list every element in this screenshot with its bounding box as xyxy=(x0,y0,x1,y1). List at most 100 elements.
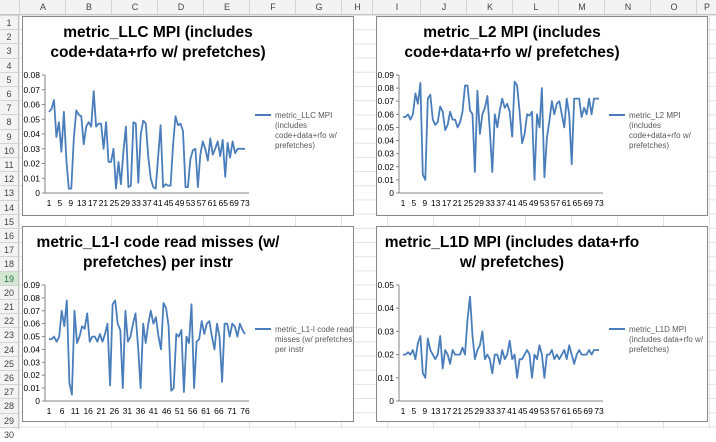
x-tick-label: 11 xyxy=(71,406,80,416)
column-header-i[interactable]: I xyxy=(372,0,421,14)
column-header-c[interactable]: C xyxy=(111,0,158,14)
x-tick-label: 31 xyxy=(123,406,133,416)
row-header-13[interactable]: 13 xyxy=(0,185,18,200)
row-header-2[interactable]: 2 xyxy=(0,29,18,44)
x-tick-label: 37 xyxy=(496,198,506,208)
row-header-16[interactable]: 16 xyxy=(0,228,18,243)
row-header-24[interactable]: 24 xyxy=(0,341,18,357)
x-tick-label: 1 xyxy=(47,406,52,416)
x-tick-label: 5 xyxy=(412,406,417,416)
x-tick-label: 13 xyxy=(431,406,441,416)
row-header-12[interactable]: 12 xyxy=(0,171,18,186)
column-header-e[interactable]: E xyxy=(203,0,250,14)
y-tick-label: 0.01 xyxy=(23,383,40,393)
row-header-4[interactable]: 4 xyxy=(0,57,18,73)
row-header-27[interactable]: 27 xyxy=(0,384,18,399)
column-header-n[interactable]: N xyxy=(604,0,651,14)
x-tick-label: 25 xyxy=(110,198,120,208)
row-header-19[interactable]: 19 xyxy=(0,270,18,286)
x-tick-label: 57 xyxy=(197,198,207,208)
y-tick-label: 0.08 xyxy=(23,293,40,303)
x-tick-label: 33 xyxy=(485,406,495,416)
column-header-l[interactable]: L xyxy=(512,0,559,14)
column-header-f[interactable]: F xyxy=(249,0,296,14)
row-header-5[interactable]: 5 xyxy=(0,71,18,87)
row-header-1[interactable]: 1 xyxy=(0,15,18,30)
row-header-10[interactable]: 10 xyxy=(0,142,18,158)
row-header-22[interactable]: 22 xyxy=(0,313,18,328)
row-header-26[interactable]: 26 xyxy=(0,370,18,385)
x-tick-label: 69 xyxy=(229,198,239,208)
row-header-25[interactable]: 25 xyxy=(0,355,18,371)
y-tick-label: 0.07 xyxy=(23,85,40,95)
row-header-15[interactable]: 15 xyxy=(0,213,18,229)
chart-llc-mpi[interactable]: metric_LLC MPI (includes code+data+rfo w/… xyxy=(22,16,354,216)
y-tick-label: 0.05 xyxy=(23,114,40,124)
column-header-d[interactable]: D xyxy=(157,0,204,14)
column-header-g[interactable]: G xyxy=(295,0,342,14)
row-header-3[interactable]: 3 xyxy=(0,43,18,58)
x-tick-label: 9 xyxy=(422,198,427,208)
x-tick-label: 41 xyxy=(507,198,517,208)
x-tick-label: 29 xyxy=(474,198,484,208)
series-line xyxy=(48,90,245,190)
row-header-28[interactable]: 28 xyxy=(0,398,18,413)
row-header-30[interactable]: 30 xyxy=(0,426,18,442)
column-header-j[interactable]: J xyxy=(420,0,467,14)
x-tick-label: 49 xyxy=(529,198,539,208)
row-header-21[interactable]: 21 xyxy=(0,299,18,314)
y-tick-label: 0.09 xyxy=(377,70,394,80)
x-tick-label: 57 xyxy=(551,406,561,416)
chart-svg: metric_L2 MPI (includes code+data+rfo w/ … xyxy=(377,24,691,208)
y-tick-label: 0.03 xyxy=(23,357,40,367)
row-header-11[interactable]: 11 xyxy=(0,157,18,172)
column-header-h[interactable]: H xyxy=(341,0,373,14)
x-tick-label: 73 xyxy=(594,406,604,416)
y-tick-label: 0.04 xyxy=(377,303,394,313)
column-header-a[interactable]: A xyxy=(19,0,66,14)
row-header-8[interactable]: 8 xyxy=(0,114,18,129)
x-tick-label: 16 xyxy=(83,406,93,416)
x-tick-label: 41 xyxy=(153,198,163,208)
y-tick-label: 0.02 xyxy=(377,350,394,360)
y-tick-label: 0.05 xyxy=(377,280,394,290)
y-tick-label: 0.01 xyxy=(23,173,40,183)
x-tick-label: 53 xyxy=(540,198,550,208)
chart-l2-mpi[interactable]: metric_L2 MPI (includes code+data+rfo w/ … xyxy=(376,16,708,216)
row-header-7[interactable]: 7 xyxy=(0,100,18,115)
chart-svg: metric_L1-I code read misses (w/prefetch… xyxy=(23,234,353,416)
column-header-p[interactable]: P xyxy=(696,0,716,14)
column-header-k[interactable]: K xyxy=(466,0,513,14)
x-tick-label: 29 xyxy=(474,406,484,416)
x-tick-label: 65 xyxy=(572,198,582,208)
row-header-14[interactable]: 14 xyxy=(0,199,18,215)
row-header-29[interactable]: 29 xyxy=(0,412,18,428)
row-header-23[interactable]: 23 xyxy=(0,327,18,342)
x-tick-label: 57 xyxy=(551,198,561,208)
column-header-b[interactable]: B xyxy=(65,0,112,14)
x-tick-label: 71 xyxy=(227,406,237,416)
legend-label: prefetches) xyxy=(275,141,315,150)
row-header-6[interactable]: 6 xyxy=(0,86,18,101)
column-header-m[interactable]: M xyxy=(558,0,605,14)
chart-title-line: metric_L1-I code read misses (w/ xyxy=(37,234,281,251)
x-tick-label: 45 xyxy=(518,198,528,208)
chart-title-line: code+data+rfo w/ prefetches) xyxy=(50,44,265,61)
chart-l1i-code-read-misses[interactable]: metric_L1-I code read misses (w/prefetch… xyxy=(22,226,354,422)
y-tick-label: 0.08 xyxy=(377,83,394,93)
row-header-18[interactable]: 18 xyxy=(0,256,18,271)
legend-label: (includes xyxy=(275,121,307,130)
chart-svg: metric_L1D MPI (includes data+rfo w/ pref… xyxy=(377,234,703,416)
chart-l1d-mpi[interactable]: metric_L1D MPI (includes data+rfo w/ pref… xyxy=(376,226,708,422)
x-tick-label: 65 xyxy=(572,406,582,416)
y-tick-label: 0.01 xyxy=(377,373,394,383)
chart-title-line: metric_L1D MPI (includes data+rfo xyxy=(385,234,640,251)
row-header-9[interactable]: 9 xyxy=(0,128,18,144)
x-tick-label: 17 xyxy=(442,198,452,208)
x-tick-label: 5 xyxy=(412,198,417,208)
row-header-20[interactable]: 20 xyxy=(0,284,18,300)
column-header-o[interactable]: O xyxy=(650,0,697,14)
row-header-17[interactable]: 17 xyxy=(0,242,18,257)
legend-label: (includes xyxy=(629,121,661,130)
y-tick-label: 0.03 xyxy=(23,144,40,154)
